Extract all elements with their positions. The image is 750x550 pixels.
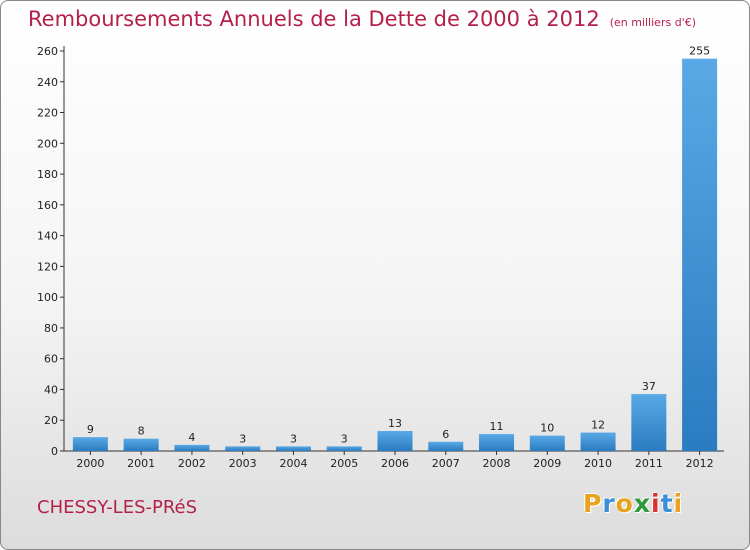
value-label: 3 (239, 432, 246, 445)
x-tick-label: 2012 (686, 457, 714, 470)
bar (479, 434, 515, 451)
x-tick-label: 2010 (584, 457, 612, 470)
bar (529, 435, 565, 451)
bar (428, 441, 464, 451)
value-label: 11 (490, 420, 504, 433)
value-label: 255 (689, 45, 710, 58)
y-tick-label: 60 (44, 353, 58, 366)
x-tick-label: 2004 (279, 457, 307, 470)
commune-name: CHESSY-LES-PRéS (37, 497, 198, 518)
bar (123, 438, 159, 451)
bar (72, 437, 108, 451)
y-tick-label: 220 (37, 107, 58, 120)
bar (377, 431, 413, 451)
x-tick-label: 2003 (229, 457, 257, 470)
unit-label: (en milliers d'€) (609, 16, 696, 29)
y-tick-label: 260 (37, 45, 58, 58)
x-tick-label: 2002 (178, 457, 206, 470)
x-tick-label: 2000 (76, 457, 104, 470)
chart-title: Remboursements Annuels de la Dette de 20… (28, 7, 696, 31)
value-label: 13 (388, 417, 402, 430)
value-label: 10 (540, 422, 554, 435)
y-tick-label: 140 (37, 230, 58, 243)
y-tick-label: 20 (44, 414, 58, 427)
bar (174, 444, 210, 451)
bar (275, 446, 311, 451)
bar (631, 394, 667, 451)
x-tick-label: 2007 (432, 457, 460, 470)
bar (580, 432, 616, 451)
value-label: 6 (442, 428, 449, 441)
x-tick-label: 2006 (381, 457, 409, 470)
y-tick-label: 160 (37, 199, 58, 212)
y-tick-label: 100 (37, 291, 58, 304)
x-tick-label: 2009 (533, 457, 561, 470)
bar (682, 58, 718, 451)
value-label: 37 (642, 380, 656, 393)
bar (225, 446, 261, 451)
y-tick-label: 180 (37, 168, 58, 181)
value-label: 3 (290, 432, 297, 445)
y-tick-label: 120 (37, 260, 58, 273)
y-tick-label: 0 (51, 445, 58, 458)
bar (326, 446, 362, 451)
value-label: 4 (188, 431, 195, 444)
y-tick-label: 200 (37, 137, 58, 150)
x-tick-label: 2005 (330, 457, 358, 470)
value-label: 12 (591, 419, 605, 432)
y-tick-label: 80 (44, 322, 58, 335)
x-tick-label: 2001 (127, 457, 155, 470)
value-label: 3 (341, 432, 348, 445)
x-tick-label: 2011 (635, 457, 663, 470)
value-label: 9 (87, 423, 94, 436)
value-label: 8 (138, 425, 145, 438)
proxiti-logo: Proxiti (583, 489, 684, 518)
y-tick-label: 40 (44, 383, 58, 396)
y-tick-label: 240 (37, 76, 58, 89)
x-tick-label: 2008 (483, 457, 511, 470)
